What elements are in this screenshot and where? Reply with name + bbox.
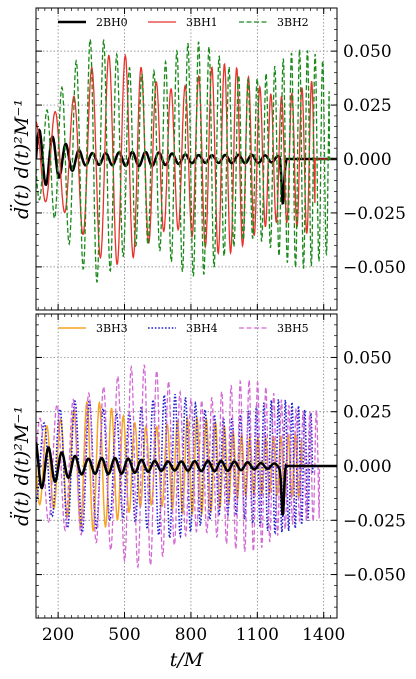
series-line-3BH5 bbox=[36, 364, 337, 569]
y-tick-label: −0.025 bbox=[343, 204, 406, 224]
x-axis-label: t/M bbox=[170, 649, 204, 671]
series-line-3BH4 bbox=[36, 393, 337, 541]
panel-top: 0.050 0.025 0.000 −0.025 −0.050 d̈(t) d(t)²M⁻… bbox=[9, 7, 406, 311]
legend-label-3BH2: 3BH2 bbox=[277, 16, 309, 29]
y-tick-label: 0.000 bbox=[343, 150, 392, 170]
series-line-3BH2 bbox=[36, 38, 337, 283]
series-line-3BH1 bbox=[36, 53, 337, 266]
x-tick-label: 500 bbox=[108, 625, 140, 645]
x-tick-label: 800 bbox=[175, 625, 207, 645]
legend-label-3BH3: 3BH3 bbox=[96, 322, 128, 335]
y-tick-label: −0.050 bbox=[343, 258, 406, 278]
x-tick-label: 1400 bbox=[302, 625, 345, 645]
panel-bottom: 0.050 0.025 0.000 −0.025 −0.050 200 500 800 1100… bbox=[9, 313, 406, 671]
y-tick-label: −0.050 bbox=[343, 566, 406, 586]
legend-label-2BH0: 2BH0 bbox=[96, 16, 128, 29]
y-tick-label: 0.000 bbox=[343, 457, 392, 477]
series-line-2BH0 bbox=[36, 128, 337, 205]
y-tick-label: 0.025 bbox=[343, 403, 392, 423]
y-axis-label: d̈(t) d(t)²M⁻¹ bbox=[9, 406, 33, 526]
y-tick-label: 0.025 bbox=[343, 96, 392, 116]
y-axis-label: d̈(t) d(t)²M⁻¹ bbox=[9, 99, 33, 219]
y-tick-label: 0.050 bbox=[343, 348, 392, 368]
legend-label-3BH4: 3BH4 bbox=[186, 322, 218, 335]
legend-label-3BH5: 3BH5 bbox=[277, 322, 309, 335]
y-tick-label: −0.025 bbox=[343, 511, 406, 531]
y-tick-label: 0.050 bbox=[343, 42, 392, 62]
series-line-2BH0 bbox=[36, 441, 337, 516]
legend-label-3BH1: 3BH1 bbox=[186, 16, 218, 29]
x-tick-label: 200 bbox=[42, 625, 74, 645]
x-tick-label: 1100 bbox=[236, 625, 279, 645]
